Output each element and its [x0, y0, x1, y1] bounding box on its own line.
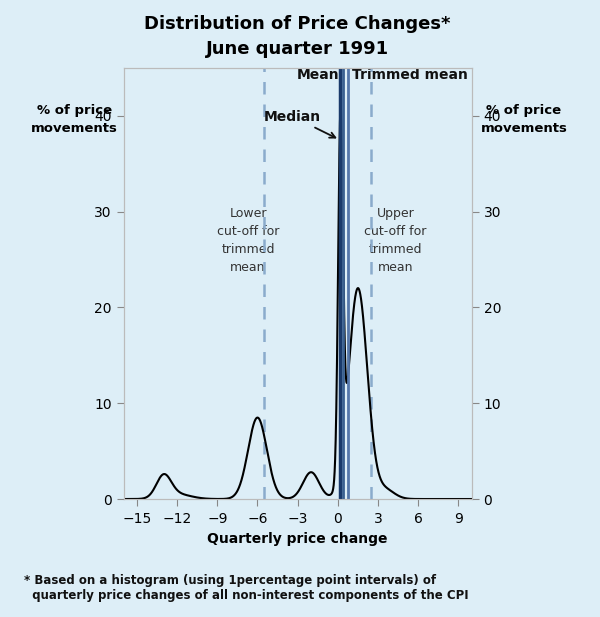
Text: Median: Median: [264, 110, 335, 138]
X-axis label: Quarterly price change: Quarterly price change: [208, 532, 388, 547]
Title: Distribution of Price Changes*
June quarter 1991: Distribution of Price Changes* June quar…: [145, 15, 451, 58]
Y-axis label: % of price
movements: % of price movements: [31, 104, 118, 135]
Text: Trimmed mean: Trimmed mean: [352, 68, 468, 82]
Text: * Based on a histogram (using 1percentage point intervals) of
  quarterly price : * Based on a histogram (using 1percentag…: [24, 574, 469, 602]
Y-axis label: % of price
movements: % of price movements: [481, 104, 568, 135]
Text: Lower
cut-off for
trimmed
mean: Lower cut-off for trimmed mean: [217, 207, 280, 274]
Text: Upper
cut-off for
trimmed
mean: Upper cut-off for trimmed mean: [364, 207, 427, 274]
Text: Mean: Mean: [296, 68, 339, 82]
